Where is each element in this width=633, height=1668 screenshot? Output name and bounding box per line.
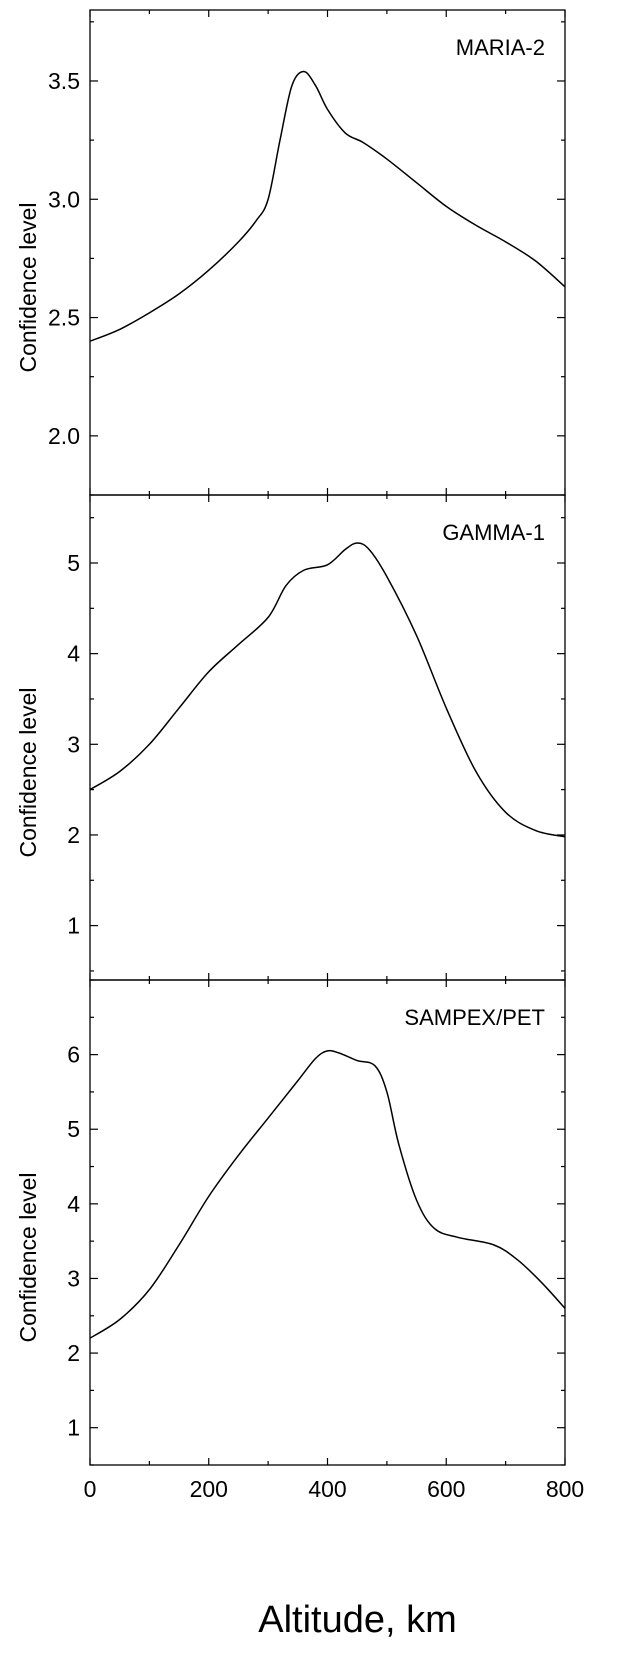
panel-1: 2.0 2.5 3.0 3.5 MARIA-2 Confidence level <box>15 9 566 496</box>
x-tick-label: 200 <box>190 1476 228 1502</box>
series-line <box>89 542 566 838</box>
y-axis-label: Confidence level <box>15 1172 41 1342</box>
panel-2: 1 2 3 4 5 GAMMA-1 Confidence level <box>15 494 566 981</box>
x-tick-label: 400 <box>308 1476 346 1502</box>
y-tick-label: 3 <box>67 731 80 757</box>
y-axis-label: Confidence level <box>15 687 41 857</box>
series-line <box>89 70 566 342</box>
panel-3: 1 2 3 4 5 6 0 200 400 600 800 SAMPEX/PET Confidence … <box>15 979 584 1641</box>
plot-frame <box>89 494 566 981</box>
y-tick-label: 5 <box>67 1116 80 1142</box>
x-tick-label: 600 <box>427 1476 465 1502</box>
y-tick-label: 1 <box>67 913 80 939</box>
panel-title: GAMMA-1 <box>442 520 545 545</box>
y-tick-label: 2 <box>67 1340 80 1366</box>
y-tick-label: 6 <box>67 1042 80 1068</box>
y-tick-label: 3.0 <box>48 186 80 212</box>
panel-title: MARIA-2 <box>456 35 545 60</box>
y-tick-label: 4 <box>67 1191 80 1217</box>
x-axis-label: Altitude, km <box>258 1599 457 1641</box>
plot-frame <box>89 979 566 1466</box>
x-tick-label: 800 <box>546 1476 584 1502</box>
y-tick-label: 1 <box>67 1415 80 1441</box>
series-line <box>89 1049 566 1339</box>
y-tick-label: 2.0 <box>48 423 80 449</box>
y-tick-label: 4 <box>67 641 80 667</box>
x-tick-label: 0 <box>84 1476 97 1502</box>
y-tick-label: 5 <box>67 550 80 576</box>
y-tick-label: 2 <box>67 822 80 848</box>
y-tick-label: 2.5 <box>48 305 80 331</box>
y-axis-label: Confidence level <box>15 202 41 372</box>
panel-title: SAMPEX/PET <box>404 1005 545 1030</box>
y-tick-label: 3 <box>67 1265 80 1291</box>
y-tick-label: 3.5 <box>48 68 80 94</box>
plot-frame <box>89 9 566 496</box>
